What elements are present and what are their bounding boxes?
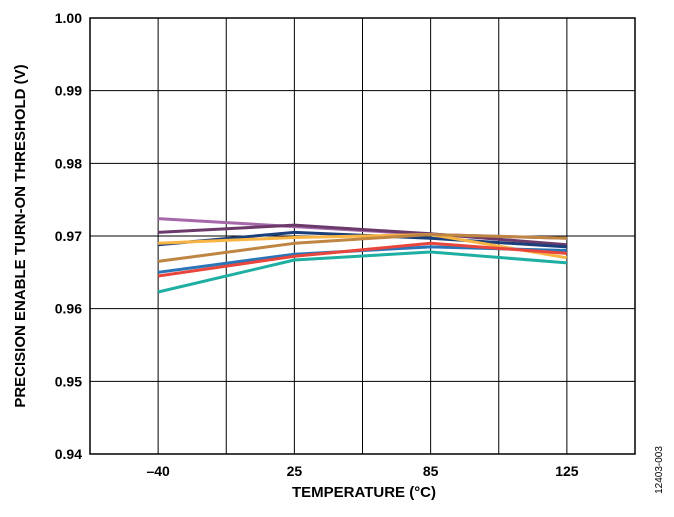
y-tick-label: 0.94 bbox=[55, 446, 82, 462]
y-axis-title: PRECISION ENABLE TURN-ON THRESHOLD (V) bbox=[12, 64, 29, 407]
x-axis-title: TEMPERATURE (°C) bbox=[292, 484, 436, 501]
y-tick-label: 0.96 bbox=[55, 301, 82, 317]
y-tick-label: 0.99 bbox=[55, 83, 82, 99]
x-tick-label: 85 bbox=[423, 463, 439, 479]
series-line bbox=[157, 241, 568, 278]
plot-frame bbox=[89, 17, 636, 455]
series-lines bbox=[157, 217, 568, 294]
x-tick-label: 25 bbox=[287, 463, 303, 479]
series-line bbox=[158, 233, 568, 260]
y-tick-label: 0.98 bbox=[55, 155, 82, 171]
figure-code: 12403-003 bbox=[654, 446, 665, 494]
series-line bbox=[157, 250, 568, 294]
y-tick-label: 1.00 bbox=[55, 10, 82, 26]
x-tick-label: –40 bbox=[146, 463, 170, 479]
series-line bbox=[158, 223, 568, 247]
x-tick-label: 125 bbox=[555, 463, 579, 479]
y-tick-labels: 0.94 0.95 0.96 0.97 0.98 0.99 1.00 bbox=[55, 10, 82, 462]
y-tick-label: 0.95 bbox=[55, 373, 82, 389]
x-tick-labels: –40 25 85 125 bbox=[146, 463, 578, 479]
y-tick-label: 0.97 bbox=[55, 228, 82, 244]
series-line bbox=[157, 233, 567, 263]
